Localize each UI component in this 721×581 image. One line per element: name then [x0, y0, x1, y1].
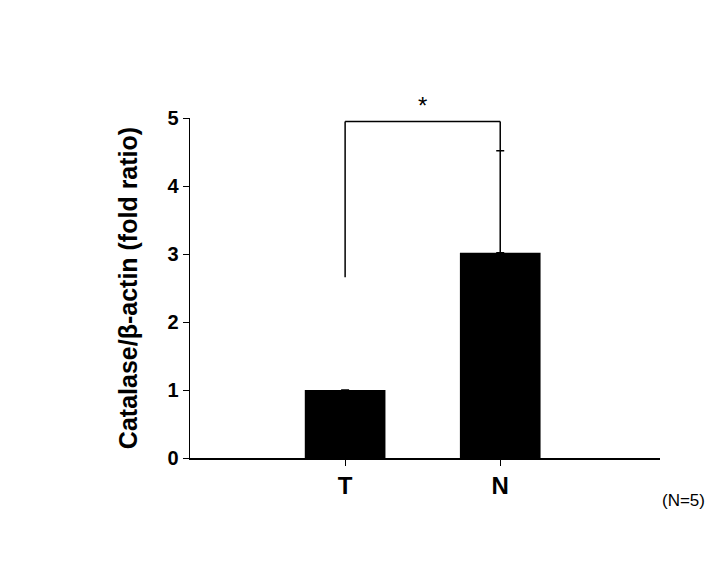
- svg-text:T: T: [338, 472, 353, 499]
- svg-text:(N=5): (N=5): [662, 491, 705, 510]
- svg-text:N: N: [492, 472, 509, 499]
- svg-text:5: 5: [167, 107, 178, 129]
- svg-text:Catalase/β-actin (fold ratio): Catalase/β-actin (fold ratio): [114, 127, 142, 449]
- svg-text:0: 0: [167, 447, 178, 469]
- svg-text:2: 2: [167, 311, 178, 333]
- svg-text:3: 3: [167, 243, 178, 265]
- svg-text:1: 1: [167, 379, 178, 401]
- svg-text:*: *: [418, 92, 427, 119]
- svg-text:4: 4: [167, 175, 179, 197]
